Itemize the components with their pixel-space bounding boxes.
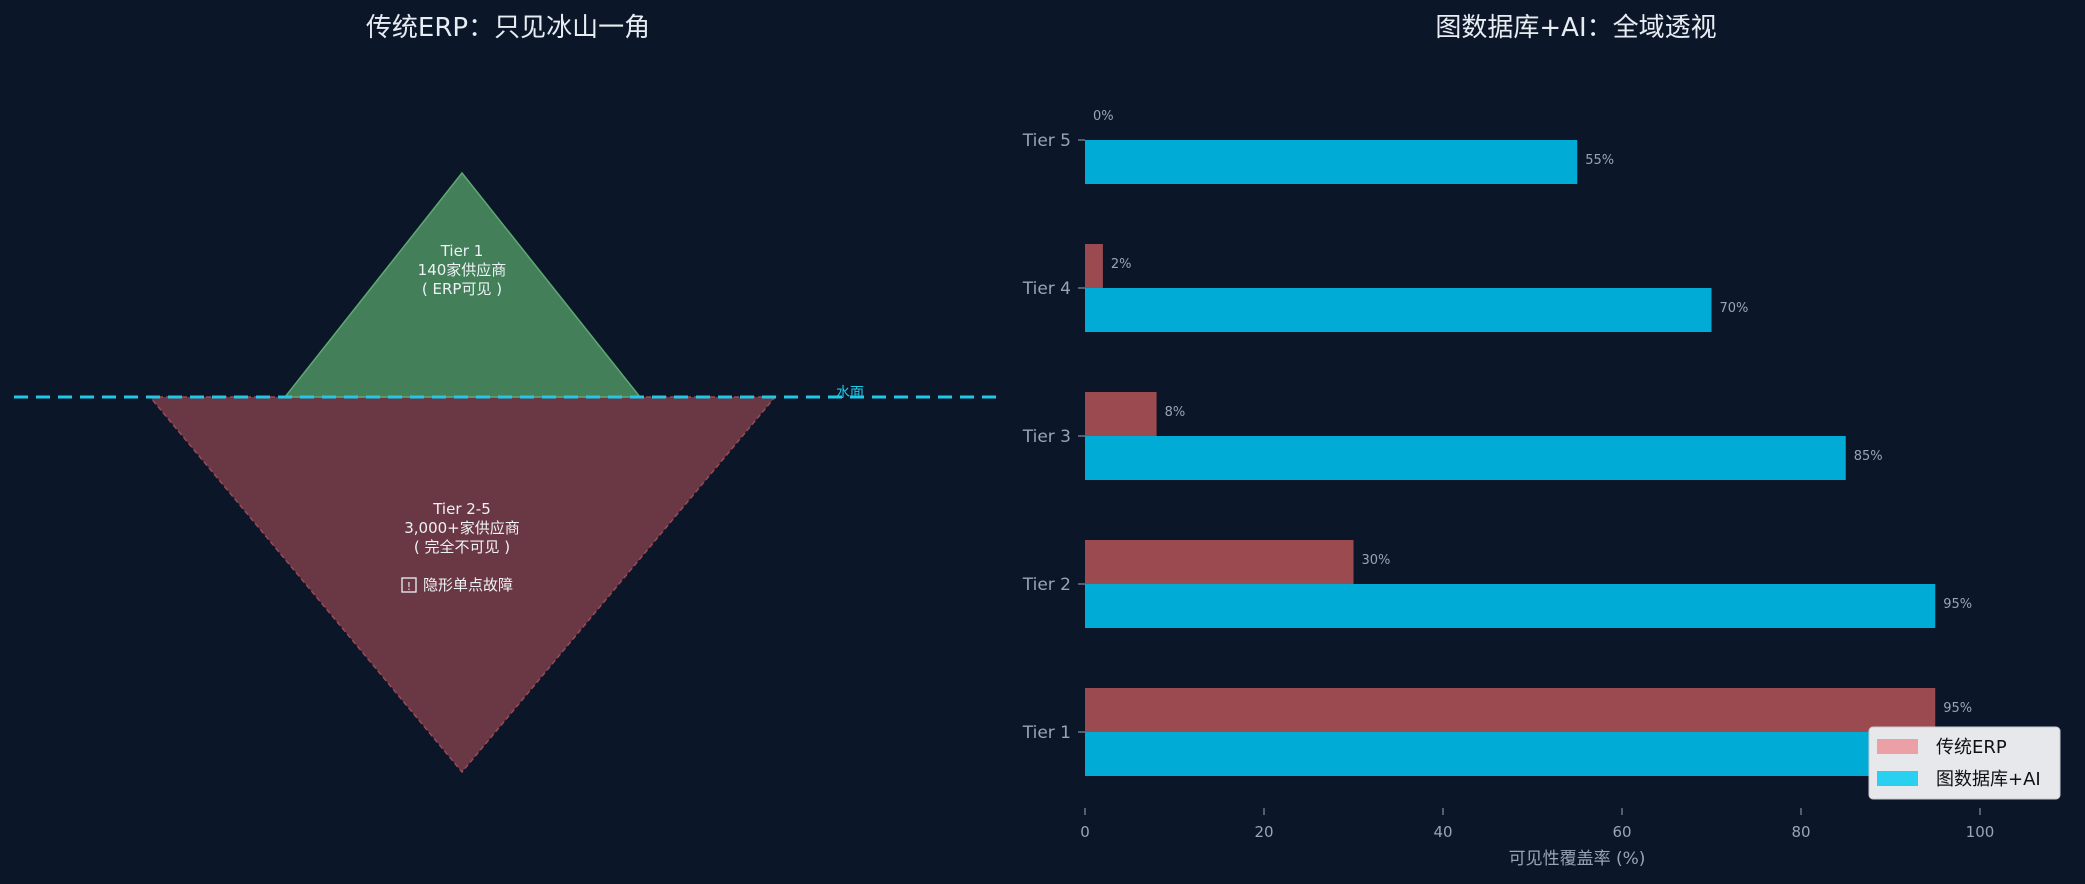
legend-swatch-erp	[1877, 739, 1918, 754]
x-axis-title: 可见性覆盖率 (%)	[1509, 849, 1646, 869]
bar-label-graph-tier-2: 95%	[1943, 597, 1972, 612]
bar-label-graph-tier-3: 85%	[1854, 449, 1883, 464]
bar-erp-tier-3	[1085, 392, 1157, 436]
x-axis: 0 20 40 60 80 100	[1080, 808, 1994, 841]
bar-graph-tier-3	[1085, 436, 1846, 480]
bar-erp-tier-1	[1085, 688, 1936, 732]
chart-title: 图数据库+AI：全域透视	[1435, 13, 1716, 43]
legend: 传统ERP 图数据库+AI	[1868, 726, 2061, 800]
x-tick-label-0: 0	[1080, 823, 1090, 841]
base-label-count: 3,000+家供应商	[404, 519, 520, 537]
bar-graph-tier-4	[1085, 288, 1712, 332]
y-tick-label-tier-5: Tier 5	[1022, 131, 1071, 151]
y-tick-label-tier-2: Tier 2	[1022, 575, 1071, 595]
x-tick-label-40: 40	[1433, 823, 1452, 841]
tip-label-tier: Tier 1	[440, 242, 484, 260]
bar-label-erp-tier-1: 95%	[1943, 701, 1972, 716]
bar-label-erp-tier-5: 0%	[1093, 109, 1114, 124]
base-label-visibility: ( 完全不可见 )	[414, 538, 510, 556]
bar-label-graph-tier-5: 55%	[1585, 153, 1614, 168]
bar-erp-tier-4	[1085, 244, 1103, 288]
legend-label-graph: 图数据库+AI	[1936, 769, 2041, 790]
svg-text:!: !	[407, 580, 411, 593]
x-tick-label-20: 20	[1254, 823, 1273, 841]
iceberg-panel: 传统ERP：只见冰山一角 水面 Tier 1 140家供应商 ( ERP可见 )…	[14, 13, 1000, 774]
y-tick-label-tier-4: Tier 4	[1022, 279, 1071, 299]
x-tick-label-80: 80	[1791, 823, 1810, 841]
bar-graph-tier-5	[1085, 140, 1578, 184]
water-label: 水面	[836, 385, 864, 401]
y-axis: Tier 1 Tier 2 Tier 3 Tier 4 Tier 5	[1022, 131, 1085, 743]
bar-graph-tier-1	[1085, 732, 1936, 776]
y-tick-label-tier-3: Tier 3	[1022, 427, 1071, 447]
x-tick-label-100: 100	[1966, 823, 1995, 841]
warning-box-icon: !	[401, 577, 417, 593]
tip-label-visibility: ( ERP可见 )	[422, 280, 502, 298]
bar-graph-tier-2	[1085, 584, 1936, 628]
base-label-tier: Tier 2-5	[432, 500, 491, 518]
bar-label-erp-tier-3: 8%	[1165, 405, 1186, 420]
legend-swatch-graph	[1877, 771, 1918, 786]
bar-erp-tier-2	[1085, 540, 1354, 584]
bars-group	[1085, 140, 1936, 776]
bar-label-graph-tier-4: 70%	[1720, 301, 1749, 316]
iceberg-title: 传统ERP：只见冰山一角	[366, 13, 650, 43]
warning-text: 隐形单点故障	[423, 576, 513, 594]
y-tick-label-tier-1: Tier 1	[1022, 723, 1071, 743]
tip-label-count: 140家供应商	[418, 261, 507, 279]
legend-label-erp: 传统ERP	[1936, 737, 2007, 758]
bar-label-erp-tier-2: 30%	[1362, 553, 1391, 568]
bar-label-erp-tier-4: 2%	[1111, 257, 1132, 272]
x-tick-label-60: 60	[1612, 823, 1631, 841]
